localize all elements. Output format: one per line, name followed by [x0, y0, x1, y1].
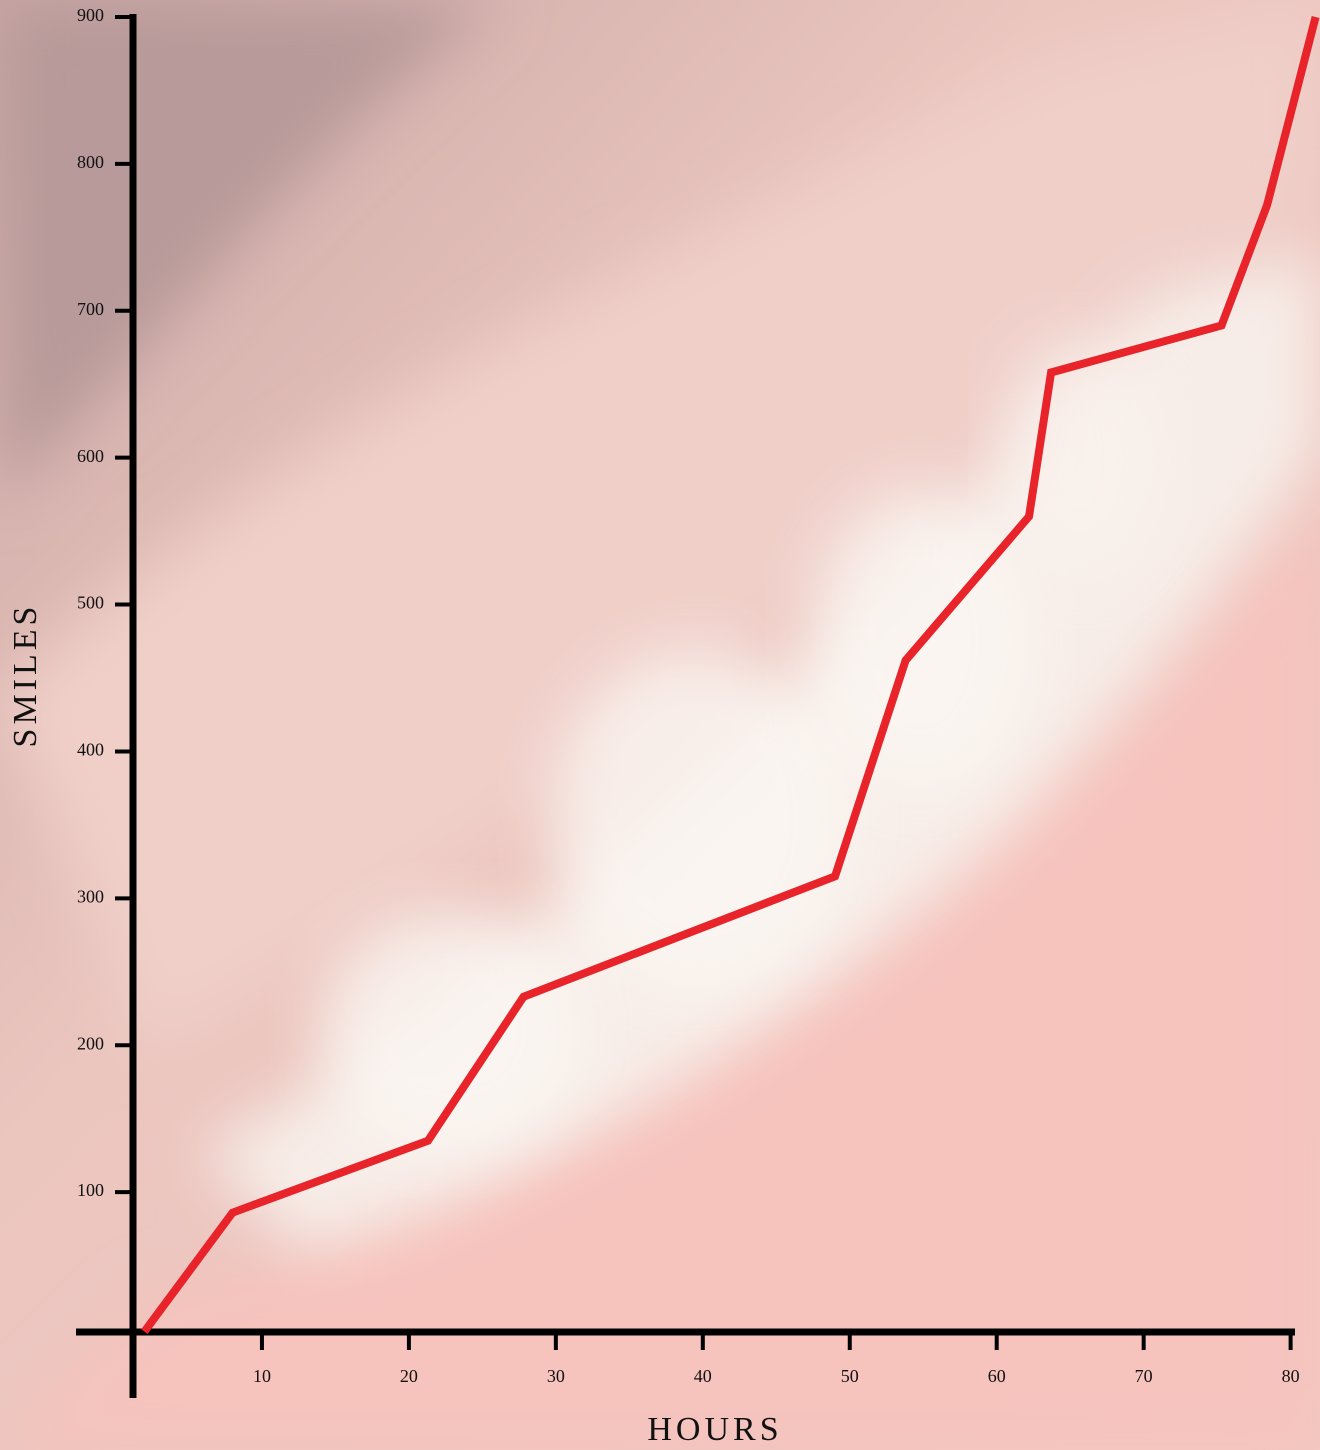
- x-tick-label: 40: [694, 1366, 712, 1386]
- x-axis-title: HOURS: [647, 1411, 782, 1448]
- y-tick-label: 400: [77, 740, 104, 760]
- y-axis-title: SMILES: [7, 603, 44, 748]
- x-tick-label: 60: [988, 1366, 1006, 1386]
- y-tick-label: 900: [77, 5, 104, 25]
- x-tick-label: 20: [400, 1366, 418, 1386]
- y-tick-label: 600: [77, 446, 104, 466]
- y-tick-label: 800: [77, 152, 104, 172]
- y-tick-label: 700: [77, 299, 104, 319]
- x-tick-label: 30: [547, 1366, 565, 1386]
- x-tick-label: 80: [1282, 1366, 1300, 1386]
- x-tick-label: 10: [253, 1366, 271, 1386]
- y-tick-label: 200: [77, 1033, 104, 1053]
- y-tick-label: 300: [77, 886, 104, 906]
- y-tick-label: 500: [77, 593, 104, 613]
- y-tick-label: 100: [77, 1180, 104, 1200]
- x-tick-label: 50: [841, 1366, 859, 1386]
- data-line: [141, 16, 1320, 1335]
- x-tick-label: 70: [1135, 1366, 1153, 1386]
